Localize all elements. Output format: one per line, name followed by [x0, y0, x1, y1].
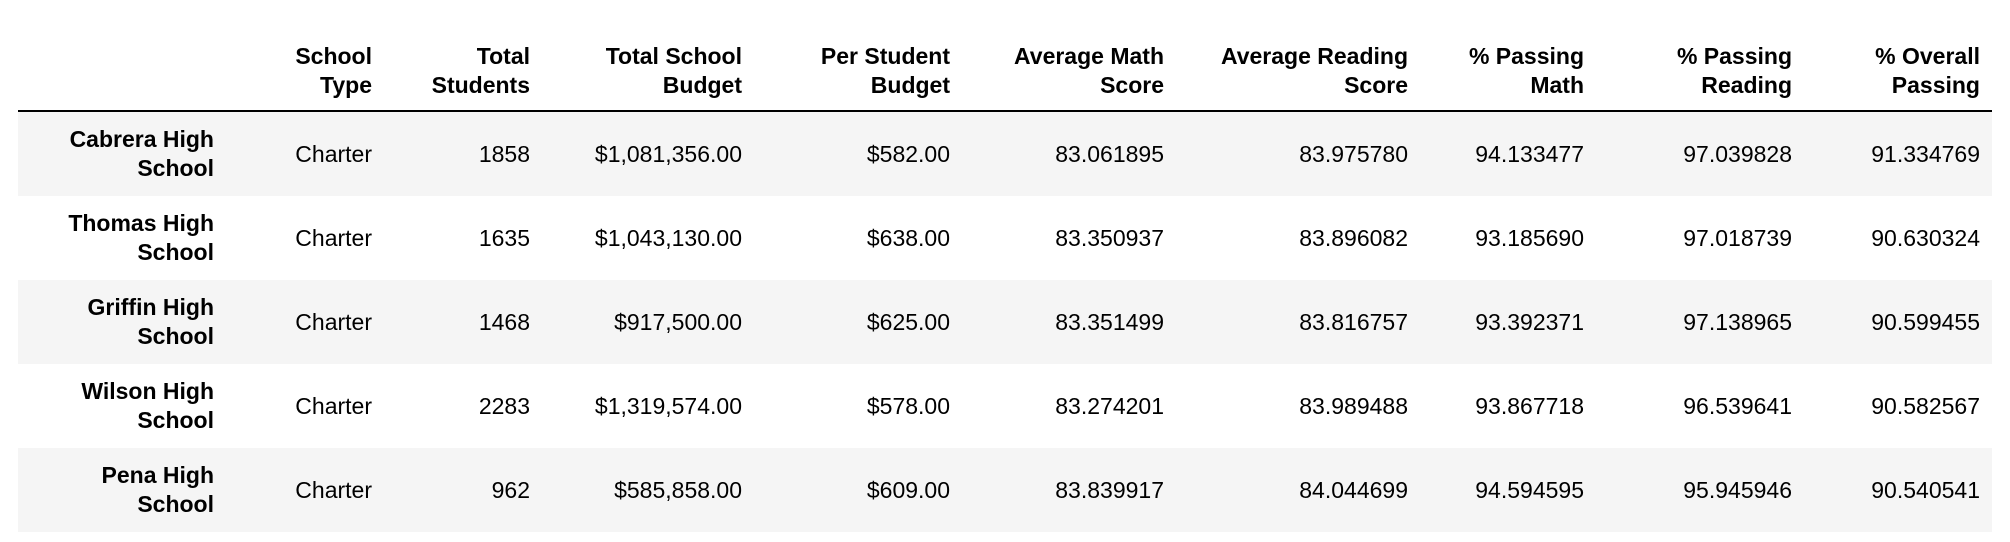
column-header-per-student-budget: Per Student Budget	[754, 0, 962, 112]
cell-overall-passing: 90.630324	[1871, 224, 1980, 251]
table-body: Cabrera High School Charter 1858 $1,081,…	[18, 111, 1992, 532]
table-row: Griffin High School Charter 1468 $917,50…	[18, 280, 1992, 364]
school-summary-table: School Type Total Students Total School …	[18, 0, 1992, 532]
cell-total-school-budget: $917,500.00	[614, 308, 742, 335]
cell-school-type: Charter	[295, 224, 372, 251]
row-index: Thomas High School	[18, 196, 226, 280]
cell-total-school-budget: $585,858.00	[614, 476, 742, 503]
cell-average-math-score: 83.350937	[1055, 224, 1164, 251]
header-line: Reading	[1701, 72, 1792, 98]
cell-average-reading-score: 83.816757	[1299, 308, 1408, 335]
cell-passing-reading: 96.539641	[1683, 392, 1792, 419]
column-header-total-students: Total Students	[384, 0, 542, 112]
column-header-school-type: School Type	[226, 0, 384, 112]
header-line: Score	[1344, 72, 1408, 98]
cell-average-reading-score: 83.989488	[1299, 392, 1408, 419]
cell-total-school-budget: $1,319,574.00	[594, 392, 742, 419]
table-header: School Type Total Students Total School …	[18, 0, 1992, 112]
header-line: Total	[476, 43, 530, 69]
header-line: Type	[320, 72, 372, 98]
column-header-passing-math: % Passing Math	[1420, 0, 1596, 112]
cell-total-school-budget: $1,081,356.00	[594, 140, 742, 167]
cell-total-students: 962	[491, 476, 530, 503]
cell-school-type: Charter	[295, 308, 372, 335]
header-line: % Passing	[1676, 43, 1792, 69]
cell-average-math-score: 83.061895	[1055, 140, 1164, 167]
cell-average-math-score: 83.839917	[1055, 476, 1164, 503]
header-line: School	[295, 43, 372, 69]
column-header-overall-passing: % Overall Passing	[1804, 0, 1992, 112]
header-row: School Type Total Students Total School …	[18, 0, 1992, 112]
row-index: Wilson High School	[18, 364, 226, 448]
header-line: % Overall	[1875, 43, 1980, 69]
row-index: Griffin High School	[18, 280, 226, 364]
header-line: Math	[1530, 72, 1584, 98]
cell-passing-math: 94.133477	[1475, 140, 1584, 167]
table-row: Wilson High School Charter 2283 $1,319,5…	[18, 364, 1992, 448]
cell-average-reading-score: 84.044699	[1299, 476, 1408, 503]
cell-passing-math: 93.392371	[1475, 308, 1584, 335]
header-line: Students	[431, 72, 530, 98]
row-index-line: Pena High	[101, 462, 214, 488]
cell-average-math-score: 83.351499	[1055, 308, 1164, 335]
cell-passing-reading: 97.138965	[1683, 308, 1792, 335]
cell-school-type: Charter	[295, 140, 372, 167]
table-row: Cabrera High School Charter 1858 $1,081,…	[18, 111, 1992, 196]
cell-school-type: Charter	[295, 392, 372, 419]
cell-school-type: Charter	[295, 476, 372, 503]
dataframe-output: School Type Total Students Total School …	[18, 0, 1992, 532]
header-line: Passing	[1891, 72, 1980, 98]
row-index-line: School	[137, 323, 214, 349]
header-line: Average Math	[1014, 43, 1164, 69]
cell-total-students: 1635	[478, 224, 530, 251]
cell-overall-passing: 90.599455	[1871, 308, 1980, 335]
cell-overall-passing: 90.540541	[1871, 476, 1980, 503]
cell-passing-reading: 97.018739	[1683, 224, 1792, 251]
header-line: Budget	[662, 72, 742, 98]
table-row: Pena High School Charter 962 $585,858.00…	[18, 448, 1992, 532]
cell-per-student-budget: $625.00	[866, 308, 950, 335]
cell-total-school-budget: $1,043,130.00	[594, 224, 742, 251]
cell-average-reading-score: 83.975780	[1299, 140, 1408, 167]
cell-total-students: 1468	[478, 308, 530, 335]
column-header-average-math-score: Average Math Score	[962, 0, 1176, 112]
header-line: Total School	[605, 43, 742, 69]
cell-passing-reading: 95.945946	[1683, 476, 1792, 503]
cell-average-math-score: 83.274201	[1055, 392, 1164, 419]
cell-overall-passing: 91.334769	[1871, 140, 1980, 167]
cell-passing-math: 94.594595	[1475, 476, 1584, 503]
row-index: Pena High School	[18, 448, 226, 532]
row-index-line: School	[137, 407, 214, 433]
header-line: Average Reading	[1220, 43, 1408, 69]
table-row: Thomas High School Charter 1635 $1,043,1…	[18, 196, 1992, 280]
row-index-line: Thomas High	[68, 210, 214, 236]
cell-passing-math: 93.867718	[1475, 392, 1584, 419]
row-index-line: School	[137, 491, 214, 517]
column-header-passing-reading: % Passing Reading	[1596, 0, 1804, 112]
row-index-line: School	[137, 155, 214, 181]
header-line: Score	[1100, 72, 1164, 98]
row-index: Cabrera High School	[18, 111, 226, 196]
cell-per-student-budget: $609.00	[866, 476, 950, 503]
header-line: Per Student	[820, 43, 950, 69]
row-index-line: School	[137, 239, 214, 265]
header-line: Budget	[870, 72, 950, 98]
column-header-total-school-budget: Total School Budget	[542, 0, 754, 112]
cell-average-reading-score: 83.896082	[1299, 224, 1408, 251]
index-header	[18, 0, 226, 112]
header-line: % Passing	[1468, 43, 1584, 69]
cell-per-student-budget: $582.00	[866, 140, 950, 167]
cell-total-students: 2283	[478, 392, 530, 419]
row-index-line: Cabrera High	[69, 126, 214, 152]
cell-per-student-budget: $638.00	[866, 224, 950, 251]
cell-passing-reading: 97.039828	[1683, 140, 1792, 167]
cell-passing-math: 93.185690	[1475, 224, 1584, 251]
cell-overall-passing: 90.582567	[1871, 392, 1980, 419]
row-index-line: Griffin High	[87, 294, 214, 320]
cell-total-students: 1858	[478, 140, 530, 167]
cell-per-student-budget: $578.00	[866, 392, 950, 419]
column-header-average-reading-score: Average Reading Score	[1176, 0, 1420, 112]
row-index-line: Wilson High	[81, 378, 214, 404]
